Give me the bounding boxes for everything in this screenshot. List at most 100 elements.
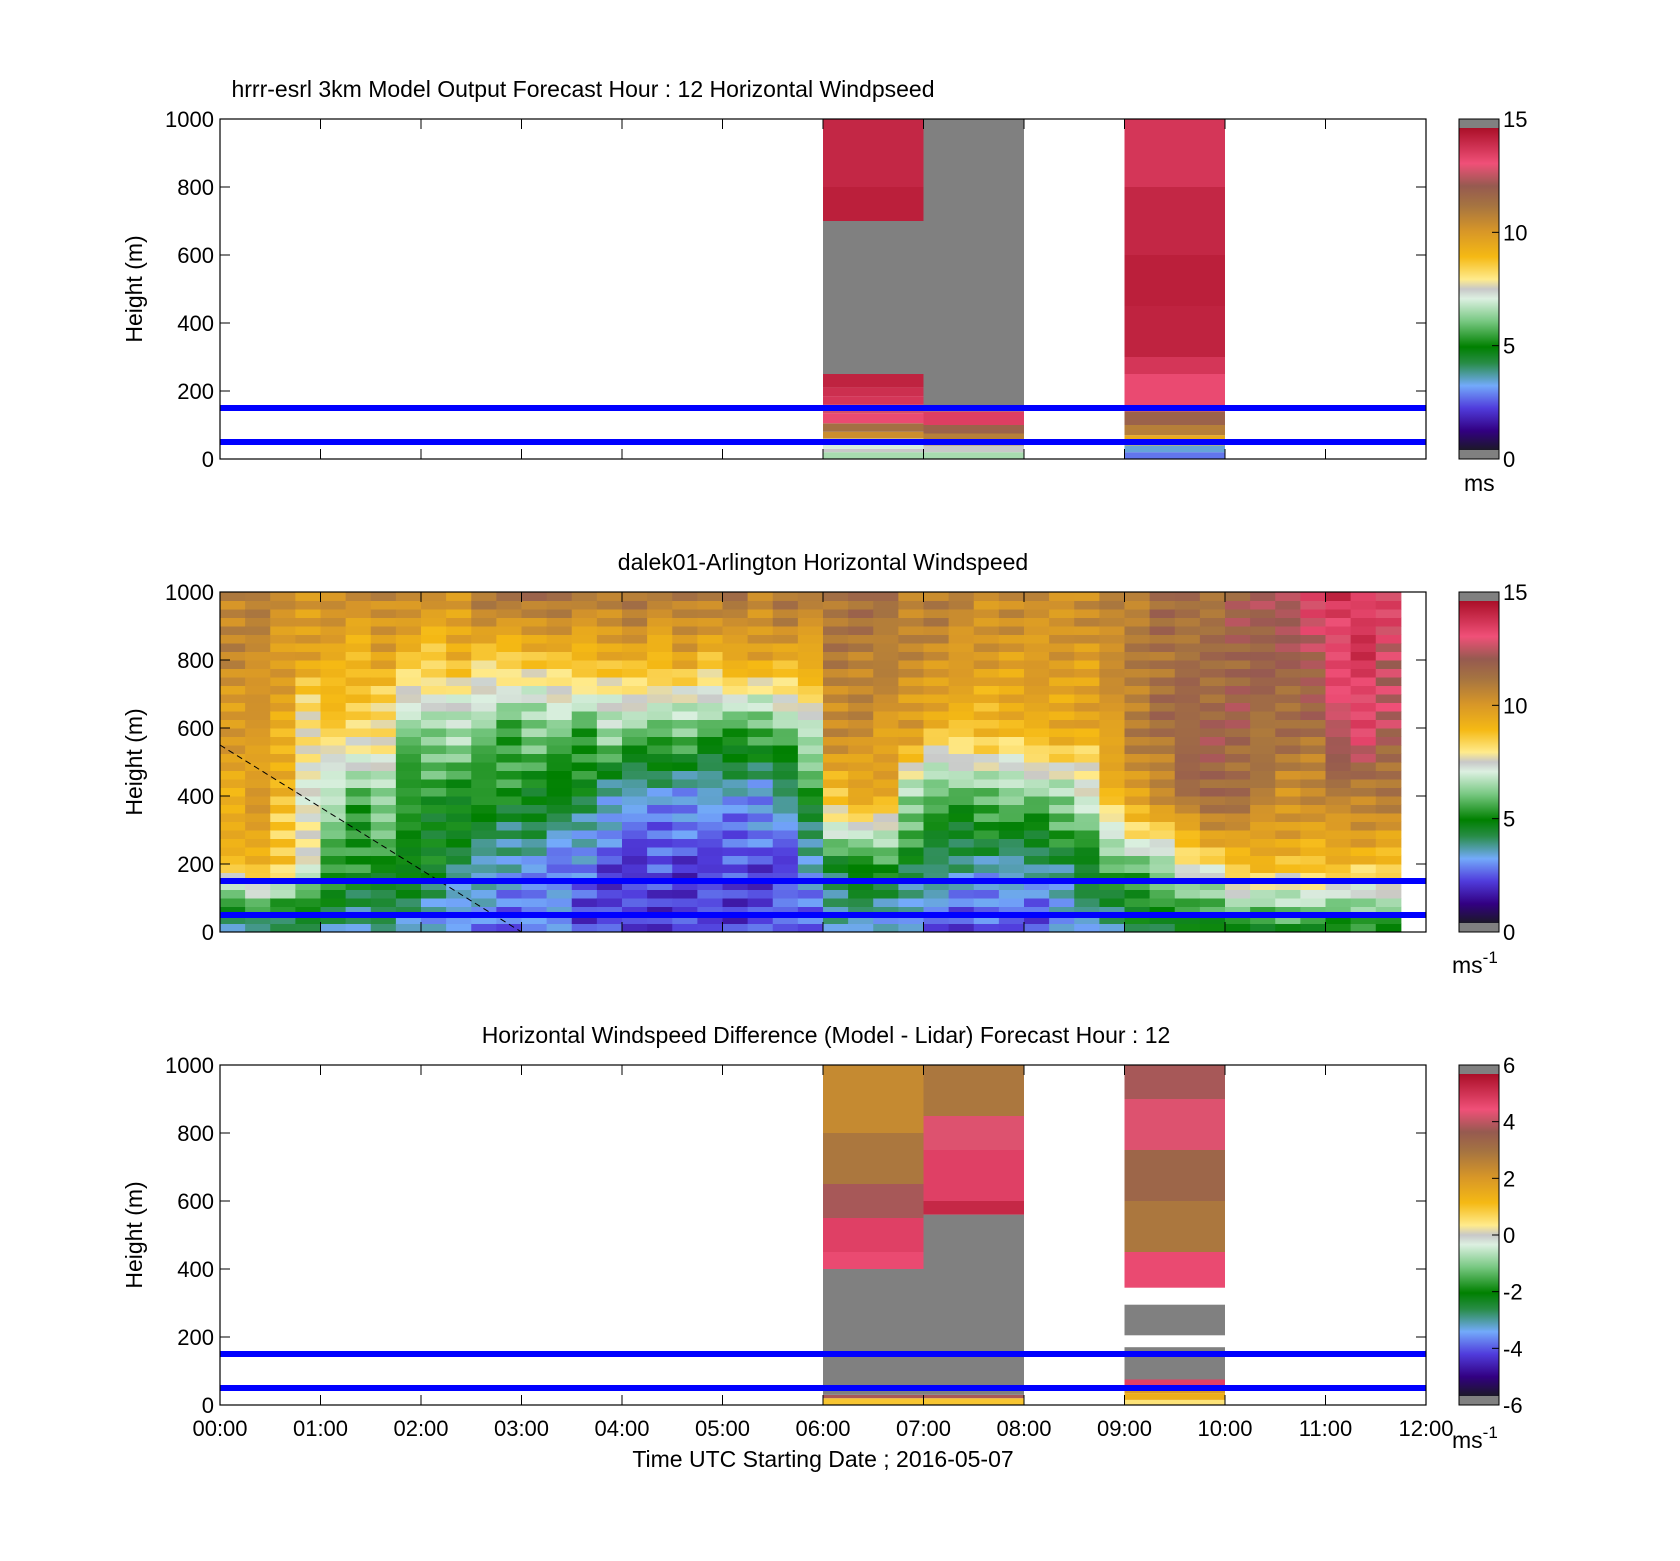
heatmap-cell [1375, 787, 1402, 797]
heatmap-cell [395, 906, 422, 916]
heatmap-cell [647, 821, 673, 831]
heatmap-cell [546, 898, 573, 907]
heatmap-cell [848, 804, 874, 814]
heatmap-cell [395, 745, 422, 754]
heatmap-cell [948, 787, 975, 797]
x-tick-label: 10:00 [1197, 1416, 1252, 1441]
heatmap-cell [320, 745, 347, 754]
x-tick-label: 06:00 [795, 1416, 850, 1441]
heatmap-cell [1375, 881, 1402, 890]
heatmap-cell [1225, 745, 1251, 754]
heatmap-cell [948, 728, 975, 737]
heatmap-cell [1124, 255, 1225, 306]
heatmap-cell [1199, 634, 1226, 644]
heatmap-cell [1350, 906, 1377, 916]
heatmap-cell [1375, 804, 1402, 814]
heatmap-cell [1350, 770, 1377, 780]
heatmap-cell [898, 643, 924, 652]
heatmap-cell [923, 425, 1024, 434]
heatmap-cell [923, 1116, 1024, 1150]
heatmap-cell [1300, 804, 1326, 814]
heatmap-cell [873, 745, 899, 754]
heatmap-cell [295, 660, 321, 669]
heatmap-cell [973, 813, 1000, 822]
heatmap-cell [245, 830, 271, 839]
heatmap-cell [1375, 592, 1402, 601]
heatmap-cell [998, 915, 1025, 924]
heatmap-cell [873, 796, 899, 805]
heatmap-cell [370, 813, 397, 822]
heatmap-cell [596, 889, 623, 899]
heatmap-cell [873, 813, 899, 822]
heatmap-cell [1074, 668, 1100, 678]
heatmap-cell [245, 762, 271, 771]
heatmap-cell [1375, 753, 1402, 763]
heatmap-cell [1275, 677, 1301, 686]
heatmap-cell [1049, 753, 1075, 763]
heatmap-cell [647, 779, 673, 788]
heatmap-cell [697, 838, 723, 848]
heatmap-cell [496, 762, 522, 771]
heatmap-cell [672, 600, 698, 610]
heatmap-cell [998, 881, 1025, 890]
heatmap-cell [622, 872, 648, 882]
heatmap-cell [421, 889, 447, 899]
heatmap-cell [395, 923, 422, 933]
heatmap-cell [1225, 906, 1251, 916]
heatmap-cell [471, 821, 497, 831]
heatmap-cell [521, 600, 548, 610]
heatmap-cell [471, 660, 497, 669]
heatmap-cell [1300, 923, 1326, 933]
heatmap-cell [823, 711, 849, 720]
heatmap-cell [873, 626, 899, 635]
heatmap-cell [1300, 660, 1326, 669]
heatmap-cell [395, 872, 422, 882]
heatmap-cell [1325, 787, 1352, 797]
heatmap-cell [220, 736, 246, 746]
heatmap-cell [722, 923, 749, 933]
x-tick-label: 09:00 [1097, 1416, 1152, 1441]
heatmap-cell [973, 719, 1000, 729]
heatmap-cell [998, 634, 1025, 644]
heatmap-cell [1350, 923, 1377, 933]
heatmap-cell [1049, 609, 1075, 618]
heatmap-cell [1275, 592, 1301, 601]
heatmap-cell [848, 592, 874, 601]
heatmap-cell [747, 617, 774, 627]
heatmap-cell [1300, 872, 1326, 882]
heatmap-cell [923, 668, 950, 678]
heatmap-cell [973, 864, 1000, 873]
heatmap-cell [998, 745, 1025, 754]
heatmap-cell [370, 855, 397, 865]
heatmap-cell [873, 779, 899, 788]
heatmap-cell [772, 915, 799, 924]
heatmap-cell [421, 770, 447, 780]
heatmap-cell [1149, 915, 1176, 924]
heatmap-cell [220, 600, 246, 610]
heatmap-cell [823, 745, 849, 754]
heatmap-cell [370, 881, 397, 890]
heatmap-cell [1149, 668, 1176, 678]
heatmap-cell [521, 609, 548, 618]
heatmap-cell [848, 600, 874, 610]
heatmap-cell [1225, 668, 1251, 678]
heatmap-cell [647, 702, 673, 712]
heatmap-cell [1250, 736, 1276, 746]
heatmap-cell [571, 889, 598, 899]
heatmap-cell [622, 736, 648, 746]
heatmap-cell [1149, 728, 1176, 737]
heatmap-cell [1074, 787, 1100, 797]
heatmap-cell [722, 753, 749, 763]
heatmap-cell [220, 609, 246, 618]
heatmap-cell [295, 617, 321, 627]
heatmap-cell [370, 830, 397, 839]
heatmap-cell [571, 677, 598, 686]
heatmap-cell [245, 915, 271, 924]
heatmap-cell [320, 617, 347, 627]
heatmap-cell [1124, 728, 1151, 737]
heatmap-cell [320, 787, 347, 797]
heatmap-cell [1074, 677, 1100, 686]
heatmap-cell [772, 745, 799, 754]
heatmap-cell [823, 677, 849, 686]
